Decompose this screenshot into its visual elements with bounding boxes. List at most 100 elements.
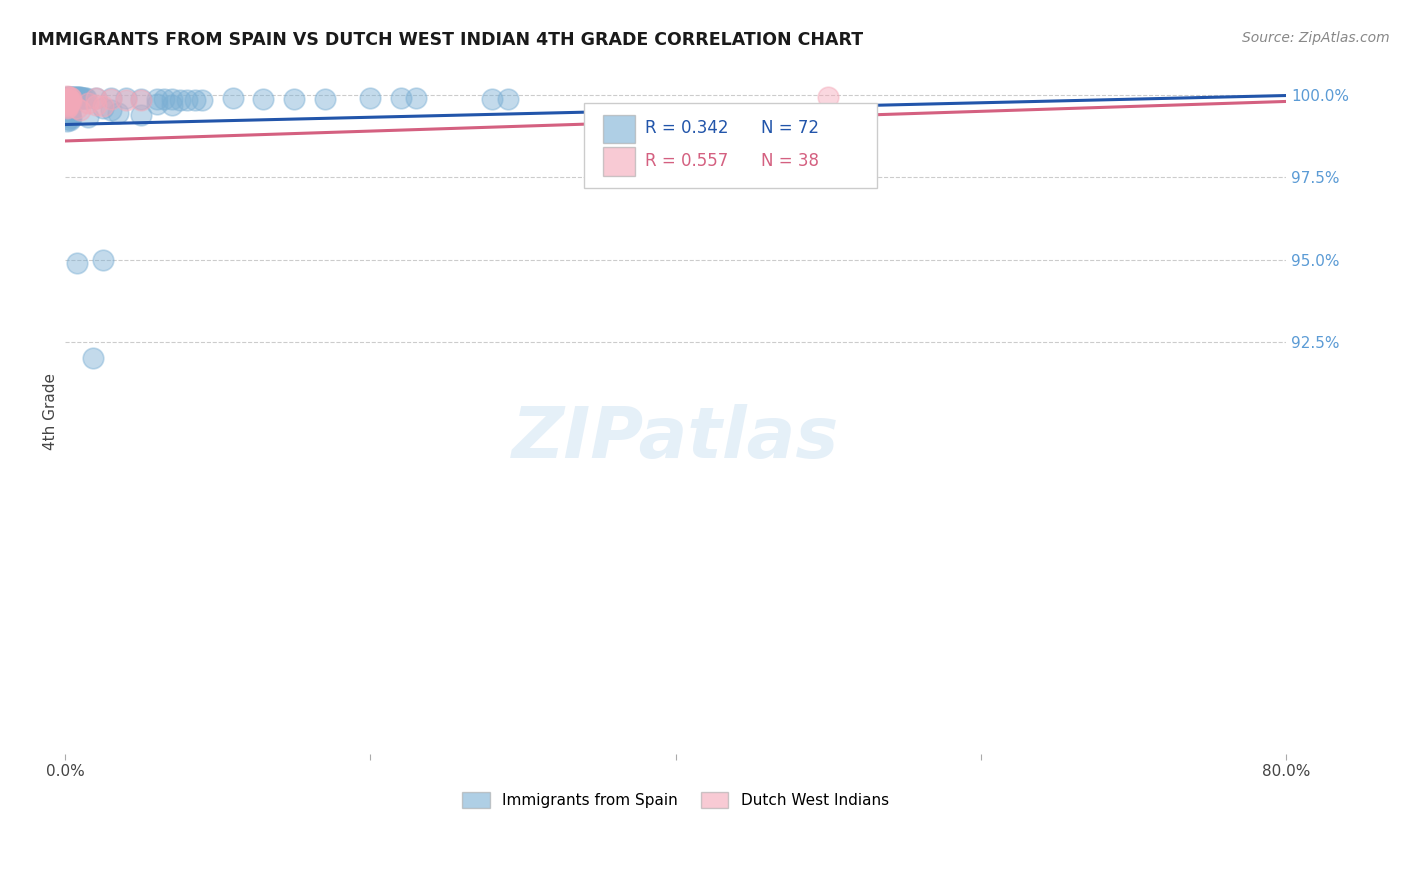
Point xyxy=(56,97,79,112)
Legend: Immigrants from Spain, Dutch West Indians: Immigrants from Spain, Dutch West Indian… xyxy=(457,786,894,814)
Point xyxy=(107,106,129,120)
Point xyxy=(59,110,82,124)
Text: IMMIGRANTS FROM SPAIN VS DUTCH WEST INDIAN 4TH GRADE CORRELATION CHART: IMMIGRANTS FROM SPAIN VS DUTCH WEST INDI… xyxy=(31,31,863,49)
Point xyxy=(59,93,82,107)
Point xyxy=(283,92,305,106)
Point xyxy=(160,98,183,112)
Point xyxy=(56,89,79,103)
Point xyxy=(84,90,107,104)
Point xyxy=(69,90,91,104)
Point xyxy=(252,92,274,106)
Point xyxy=(62,89,84,103)
Y-axis label: 4th Grade: 4th Grade xyxy=(44,373,58,450)
Point xyxy=(481,92,503,106)
Point xyxy=(56,95,79,110)
Point xyxy=(55,99,77,113)
Point xyxy=(222,91,245,105)
FancyBboxPatch shape xyxy=(603,114,636,144)
Point xyxy=(73,91,96,105)
Point xyxy=(115,91,138,105)
Point xyxy=(115,93,138,107)
Point xyxy=(55,95,77,109)
Point xyxy=(56,100,79,114)
Point xyxy=(131,93,153,107)
Point xyxy=(77,110,100,124)
Point xyxy=(56,93,79,107)
Point xyxy=(84,97,107,112)
Point xyxy=(145,92,167,106)
Point xyxy=(59,95,82,110)
Point xyxy=(55,92,77,106)
Text: ZIPatlas: ZIPatlas xyxy=(512,404,839,473)
Point xyxy=(55,101,77,115)
Point xyxy=(60,111,83,125)
Point xyxy=(84,91,107,105)
Point xyxy=(176,93,198,107)
Point xyxy=(56,102,79,116)
Point xyxy=(55,114,77,128)
Point xyxy=(63,89,86,103)
Point xyxy=(56,106,79,120)
Point xyxy=(60,96,83,111)
Point xyxy=(56,91,79,105)
Point xyxy=(359,90,381,104)
Point xyxy=(91,252,114,267)
Point xyxy=(59,89,82,103)
Text: R = 0.342: R = 0.342 xyxy=(645,120,728,137)
Point xyxy=(55,89,77,103)
Point xyxy=(59,92,82,106)
FancyBboxPatch shape xyxy=(583,103,877,188)
Point xyxy=(160,93,183,107)
Point xyxy=(55,106,77,120)
Point xyxy=(131,92,153,106)
Point xyxy=(100,91,122,105)
Point xyxy=(60,89,83,103)
Point xyxy=(62,93,84,107)
FancyBboxPatch shape xyxy=(603,147,636,176)
Point xyxy=(389,90,412,104)
Point xyxy=(169,93,191,107)
Point xyxy=(56,95,79,109)
Point xyxy=(496,92,519,106)
Point xyxy=(69,103,91,117)
Point xyxy=(56,104,79,119)
Point xyxy=(55,108,77,122)
Point xyxy=(55,95,77,109)
Point xyxy=(56,109,79,123)
Point xyxy=(56,90,79,104)
Point xyxy=(55,97,77,112)
Point xyxy=(91,99,114,113)
Point xyxy=(91,101,114,115)
Point xyxy=(153,93,176,107)
Point xyxy=(59,104,82,119)
Point xyxy=(184,93,207,107)
Point xyxy=(59,107,82,121)
Point xyxy=(131,108,153,122)
Point xyxy=(59,99,82,113)
Point xyxy=(60,91,83,105)
Point xyxy=(65,89,87,103)
Point xyxy=(405,90,427,104)
Point xyxy=(59,90,82,104)
Point xyxy=(66,101,89,115)
Point xyxy=(60,94,83,108)
Point xyxy=(100,103,122,117)
Point xyxy=(70,91,93,105)
Point xyxy=(817,90,839,104)
Text: Source: ZipAtlas.com: Source: ZipAtlas.com xyxy=(1241,31,1389,45)
Text: N = 72: N = 72 xyxy=(761,120,818,137)
Text: R = 0.557: R = 0.557 xyxy=(645,153,728,170)
Point xyxy=(55,101,77,115)
Point xyxy=(82,351,104,366)
Point xyxy=(314,92,336,106)
Point xyxy=(66,256,89,270)
Point xyxy=(60,92,83,106)
Point xyxy=(56,112,79,126)
Text: N = 38: N = 38 xyxy=(761,153,818,170)
Point xyxy=(67,90,90,104)
Point xyxy=(100,92,122,106)
Point xyxy=(55,103,77,118)
Point xyxy=(55,98,77,112)
Point xyxy=(75,91,97,105)
Point xyxy=(191,93,214,107)
